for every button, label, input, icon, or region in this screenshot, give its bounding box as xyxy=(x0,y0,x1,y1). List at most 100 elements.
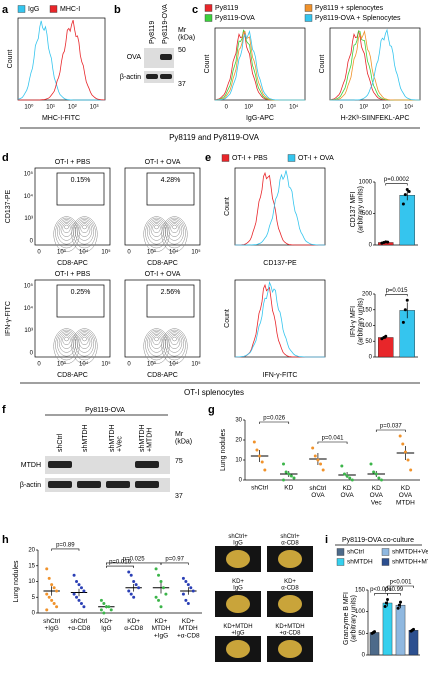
legend-swatch xyxy=(336,558,345,566)
data-point xyxy=(127,570,131,574)
y-tick-label: 100 xyxy=(355,609,366,615)
y-tick-label: 500 xyxy=(362,211,373,217)
contour xyxy=(73,329,96,361)
y-tick-label: 15 xyxy=(28,563,35,569)
histogram-curve xyxy=(214,29,305,101)
caption: OT-I splenocytes xyxy=(184,388,244,397)
contour xyxy=(71,216,98,253)
x-tick-label: 10⁴ xyxy=(79,249,89,256)
data-point xyxy=(384,601,388,605)
contour xyxy=(170,335,179,346)
significance-bracket xyxy=(374,593,388,596)
x-tick-label: 10⁵ xyxy=(101,249,111,256)
p-value: p<0.001 xyxy=(390,580,413,586)
y-tick-label: 20 xyxy=(235,438,242,444)
x-tick-label: 10⁴ xyxy=(169,361,179,368)
gate xyxy=(56,172,105,206)
mw-marker: 75 xyxy=(175,458,183,465)
contour xyxy=(152,335,161,346)
x-tick-label: 10² xyxy=(244,105,253,111)
lane-label: shMTDH+Vec xyxy=(109,424,124,452)
y-tick-label: 10 xyxy=(28,579,35,585)
contour xyxy=(82,336,87,342)
contour xyxy=(62,223,71,234)
data-point xyxy=(292,476,296,480)
y-axis-label: Count xyxy=(319,55,326,74)
x-tick-label: 10⁰ xyxy=(24,104,34,111)
histogram-curve xyxy=(235,170,325,246)
p-value: p=0.99 xyxy=(385,587,404,593)
data-point xyxy=(319,462,323,466)
panel-letter: a xyxy=(2,4,9,16)
x-axis-label: CD8-APC xyxy=(147,372,178,379)
data-point xyxy=(107,605,111,609)
x-tick-label: 10³ xyxy=(57,362,66,368)
row-label: MTDH xyxy=(21,462,41,469)
bar xyxy=(395,604,406,656)
p-value: p=0.89 xyxy=(56,542,75,548)
row-label: β-actin xyxy=(20,482,41,489)
data-point xyxy=(159,580,163,583)
data-point xyxy=(189,586,193,590)
data-point xyxy=(47,576,51,580)
data-point xyxy=(350,478,354,482)
legend-label: Py8119-OVA xyxy=(215,15,255,22)
y-axis-label: Count xyxy=(204,55,211,74)
data-point xyxy=(403,308,407,312)
histogram-curve xyxy=(17,20,105,101)
histogram-curve xyxy=(215,30,305,101)
legend-swatch xyxy=(304,14,313,22)
contour xyxy=(147,219,166,245)
image-label: KD+MTDH +α-CD8 xyxy=(275,624,304,637)
image-label: KD+MTDH +IgG xyxy=(223,624,252,637)
data-point xyxy=(52,602,56,606)
data-point xyxy=(186,583,190,587)
x-tick-label: 10⁴ xyxy=(289,104,299,111)
data-point xyxy=(55,605,59,609)
x-tick-label: 10³ xyxy=(147,362,156,368)
legend-swatch xyxy=(204,4,213,12)
data-point xyxy=(75,580,79,583)
p-value: p=0.015 xyxy=(386,288,409,294)
image-label: shCtrl+ IgG xyxy=(228,534,248,547)
y-tick-label: 10 xyxy=(235,458,242,464)
contour xyxy=(75,331,94,357)
lane-label: shMTDH xyxy=(82,424,89,452)
plot-frame xyxy=(214,27,306,101)
data-point xyxy=(154,567,158,571)
histogram-curve xyxy=(214,29,305,101)
data-point xyxy=(137,586,141,590)
data-point xyxy=(255,448,259,452)
data-point xyxy=(348,476,352,480)
data-point xyxy=(132,595,136,599)
data-point xyxy=(50,583,54,587)
gate-percentage: 2.56% xyxy=(161,289,181,296)
y-tick-label: 0 xyxy=(30,351,34,357)
bar xyxy=(399,195,415,246)
contour xyxy=(154,336,159,342)
data-point xyxy=(181,576,185,580)
x-tick-label: KD OVA Vec xyxy=(370,485,384,506)
legend-swatch xyxy=(49,5,58,13)
bar xyxy=(382,602,393,656)
data-point xyxy=(287,472,291,476)
legend-label: shMTDH+Vec xyxy=(392,549,428,556)
p-value: p=0.025 xyxy=(123,556,146,562)
y-axis-label: Count xyxy=(7,50,14,69)
data-point xyxy=(401,442,405,446)
y-tick-label: 20 xyxy=(28,548,35,554)
contour xyxy=(148,332,165,353)
blot-band xyxy=(160,54,172,60)
data-point xyxy=(99,608,103,612)
y-tick-label: 10³ xyxy=(24,328,33,334)
contour xyxy=(172,336,177,342)
mw-marker: 37 xyxy=(178,81,186,88)
y-tick-label: 150 xyxy=(355,588,366,594)
blot-title: Py8119-OVA xyxy=(85,407,125,414)
x-tick-label: shCtrl xyxy=(251,485,269,492)
significance-bracket xyxy=(375,429,406,432)
y-tick-label: 0 xyxy=(362,653,366,659)
data-point xyxy=(72,592,76,596)
data-point xyxy=(127,589,131,593)
x-tick-label: 0 xyxy=(340,105,344,111)
